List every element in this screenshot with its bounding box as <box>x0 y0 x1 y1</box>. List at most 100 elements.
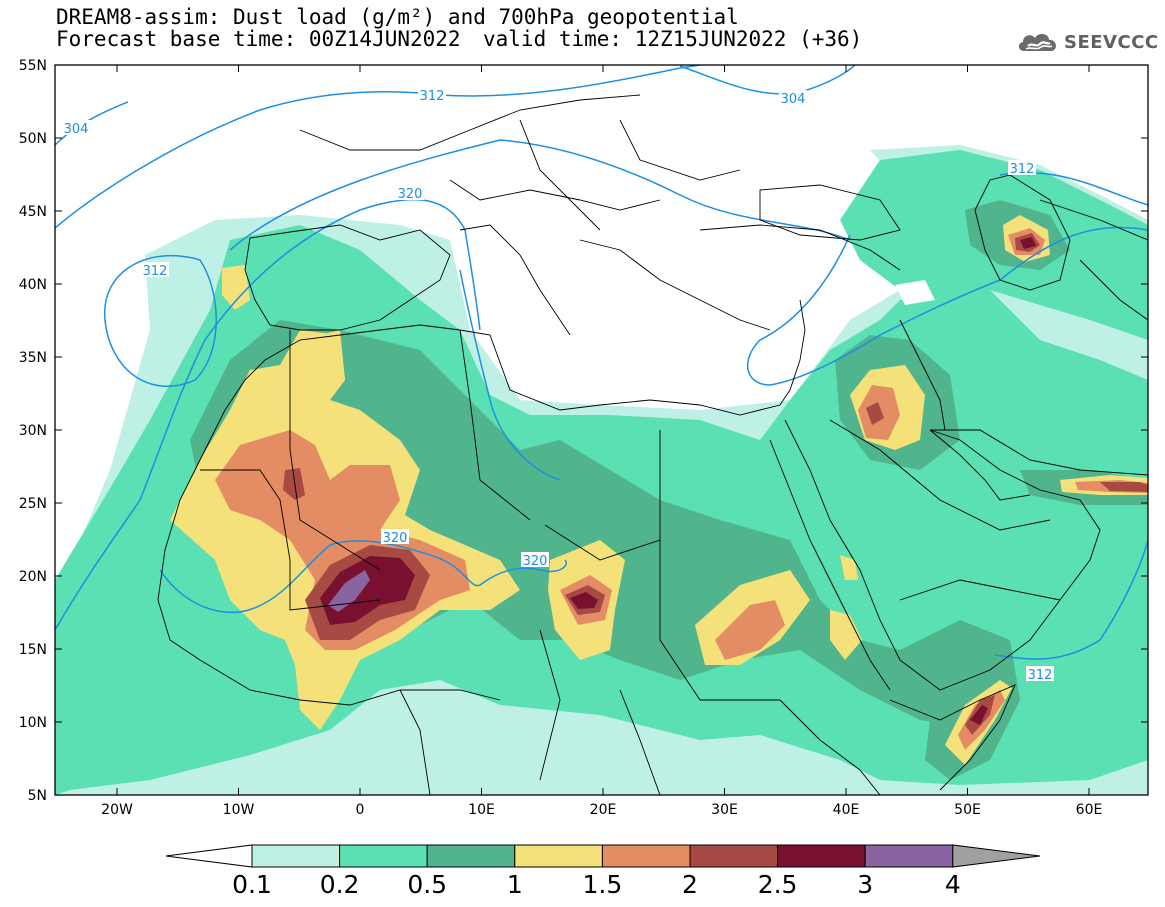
contour-320 <box>55 198 481 631</box>
coast-arabia <box>899 429 1101 691</box>
coast-red-sea-east <box>784 419 901 661</box>
border-africa-south <box>399 689 431 795</box>
colorbar-segment <box>864 844 954 868</box>
contour-312-south-sea <box>459 269 561 481</box>
dust-zone-3-mali <box>328 570 370 612</box>
colorbar-segment <box>777 844 866 868</box>
border-europe-2 <box>519 119 601 231</box>
contour-304-mid <box>55 65 701 229</box>
lat-label: 10N <box>19 715 47 731</box>
lat-label: 5N <box>28 788 47 804</box>
lon-label: 0 <box>356 802 365 818</box>
colorbar-label: 0.1 <box>232 870 272 899</box>
coast-italy <box>459 224 571 336</box>
logo-text: SEEVCCC <box>1064 31 1159 53</box>
lat-label: 25N <box>19 496 47 512</box>
contour-label: 320 <box>383 531 408 546</box>
colorbar-arrow-low <box>165 844 253 868</box>
lon-label: 10W <box>223 802 255 818</box>
border-africa-south-3 <box>779 699 881 795</box>
colorbar-label: 0.5 <box>407 870 447 899</box>
colorbar-segment <box>689 844 779 868</box>
border-central-asia-2 <box>1079 259 1148 321</box>
latitude-axis: 55N 50N 45N 40N 35N 30N 25N 20N 15N 10N 5N <box>19 58 1148 804</box>
colorbar-label: 3 <box>857 870 873 899</box>
contour-label: 304 <box>64 122 89 137</box>
lon-label: 60E <box>1076 802 1103 818</box>
border-sahara-1 <box>289 330 381 571</box>
lat-label: 45N <box>19 204 47 220</box>
coast-caspian <box>974 174 1071 291</box>
lat-label: 20N <box>19 569 47 585</box>
lat-label: 55N <box>19 58 47 74</box>
colorbar-label: 0.2 <box>320 870 360 899</box>
coast-gulf <box>929 429 1031 501</box>
dust-zone-2-gulf <box>1100 482 1148 492</box>
border-sahara-3 <box>544 430 661 561</box>
coast-iran <box>930 429 1148 476</box>
border-arabia-2 <box>899 579 1061 601</box>
lon-label: 10E <box>468 802 495 818</box>
border-sahara-4 <box>659 540 780 701</box>
dust-zone-1-sinai <box>840 555 858 580</box>
contour-312-arabia <box>746 226 1148 386</box>
colorbar-arrow-high <box>952 844 1041 868</box>
contour-label: 312 <box>420 89 445 104</box>
dust-zone-2.5-caspian <box>1020 237 1036 249</box>
dust-zone-2-sahara <box>283 468 305 500</box>
colorbar-label: 2 <box>682 870 698 899</box>
coast-turkey <box>699 224 901 271</box>
dust-zone-1-iberia <box>222 265 250 310</box>
colorbar-segment <box>514 844 603 868</box>
border-africa-south-2 <box>619 689 661 795</box>
colorbar-label: 1 <box>507 870 523 899</box>
colorbar-segment <box>426 844 516 868</box>
coast-red-sea-west <box>769 439 891 691</box>
lon-label: 40E <box>833 802 860 818</box>
map-title: DREAM8-assim: Dust load (g/m²) and 700hP… <box>56 5 739 29</box>
border-central-asia <box>1039 199 1148 241</box>
coast-europe-north <box>299 94 641 151</box>
valid-time: valid time: 12Z15JUN2022 (+36) <box>483 27 863 51</box>
contour-label: 320 <box>398 187 423 202</box>
colorbar: 0.1 0.2 0.5 1 1.5 2 2.5 3 4 <box>165 844 1041 899</box>
contour-320-south <box>159 540 567 614</box>
lon-label: 20E <box>590 802 617 818</box>
contour-312-east <box>994 539 1148 660</box>
map-area: 312 304 304 320 312 312 320 320 312 <box>55 65 1148 795</box>
lat-label: 15N <box>19 642 47 658</box>
coast-greece <box>579 239 771 331</box>
border-sahara-6 <box>539 629 561 781</box>
colorbar-segment <box>339 844 428 868</box>
contour-label: 320 <box>523 554 548 569</box>
lat-label: 35N <box>19 350 47 366</box>
lon-label: 50E <box>954 802 981 818</box>
colorbar-label: 1.5 <box>583 870 623 899</box>
border-europe-3 <box>619 119 741 181</box>
lon-label: 20W <box>101 802 133 818</box>
lat-label: 50N <box>19 131 47 147</box>
border-sahara-5 <box>200 469 381 611</box>
lat-label: 30N <box>19 423 47 439</box>
coast-iberia <box>244 224 451 331</box>
border-arabia-1 <box>829 419 1051 531</box>
forecast-times: Forecast base time: 00Z14JUN2022 valid ti… <box>56 29 862 50</box>
cloud-icon <box>1016 29 1060 55</box>
longitude-axis: 20W 10W 0 10E 20E 30E 40E 50E 60E <box>101 65 1102 818</box>
lon-label: 30E <box>711 802 738 818</box>
border-iran-iraq <box>899 319 946 431</box>
border-europe-1 <box>449 179 661 211</box>
coast-west-africa <box>157 459 501 706</box>
border-sahara-2 <box>459 329 531 521</box>
dust-field <box>55 145 1148 795</box>
coast-horn <box>889 684 1016 791</box>
dust-zone-2.5-chad <box>570 592 598 609</box>
contour-label: 312 <box>1028 668 1053 683</box>
contour-label: 304 <box>781 92 806 107</box>
dust-zone-2-iraq <box>866 402 884 425</box>
coast-black-sea <box>759 184 901 241</box>
contour-labels: 312 304 304 320 312 312 320 320 312 <box>62 87 1054 683</box>
dust-zone-1.5-sudan <box>715 600 785 660</box>
coast-north-africa <box>199 324 791 461</box>
